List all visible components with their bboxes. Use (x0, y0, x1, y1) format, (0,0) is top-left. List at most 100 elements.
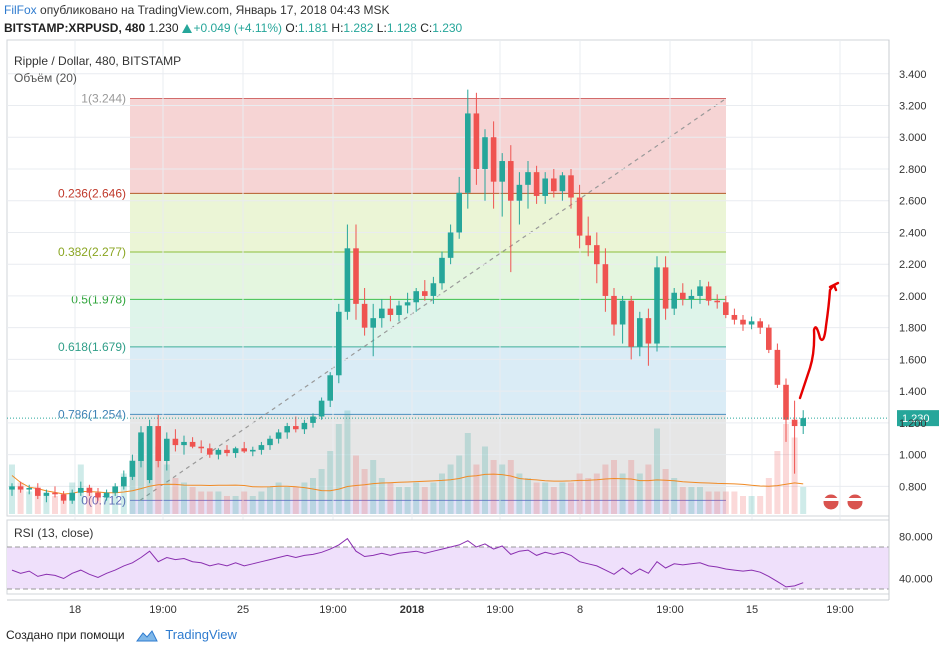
time-tick-label: 18 (69, 604, 81, 616)
volume-bar (516, 473, 523, 514)
time-tick-label: 19:00 (319, 604, 347, 616)
volume-bar (17, 482, 24, 514)
volume-bar (490, 460, 497, 514)
volume-bar (714, 491, 721, 514)
volume-bar (232, 496, 239, 514)
fibonacci-retracement[interactable]: 1(3.244) 0.236(2.646) 0.382(2.277) 0.5(1.97… (58, 92, 727, 514)
volume-bar (662, 469, 669, 514)
volume-bar (688, 487, 695, 514)
candle-body (69, 492, 75, 501)
candle-body (121, 476, 127, 487)
volume-bar (172, 478, 179, 514)
candle-body (482, 137, 488, 169)
price-tick-label: 1.000 (899, 450, 927, 462)
candle-body (396, 305, 402, 315)
volume-bar (387, 482, 394, 514)
candle-body (800, 418, 806, 427)
candle-body (267, 438, 273, 446)
tradingview-brand-link[interactable]: TradingView (165, 627, 237, 642)
candle-body (353, 248, 359, 304)
volume-bar (800, 487, 807, 514)
volume-ma-line (11, 473, 804, 495)
candlestick-series (9, 89, 806, 504)
volume-bar (550, 487, 557, 514)
candle-body (447, 232, 454, 258)
candle-body (112, 486, 118, 493)
volume-bar (378, 478, 385, 514)
candle-body (568, 175, 574, 198)
candle-body (301, 422, 308, 430)
volume-bar (636, 473, 643, 514)
candle-body (611, 295, 617, 325)
volume-bar (645, 464, 652, 514)
volume-bar (499, 464, 506, 514)
candle-body (473, 113, 480, 169)
candle-body (60, 494, 67, 501)
candle-body (697, 286, 703, 296)
candle-body (26, 487, 32, 490)
volume-bar (705, 491, 712, 514)
high-value: 1.282 (343, 21, 374, 35)
volume-bar (628, 460, 635, 514)
time-tick-label: 19:00 (826, 604, 854, 616)
volume-bar (301, 482, 308, 514)
volume-bar (215, 491, 222, 514)
volume-bar (447, 464, 454, 514)
candle-body (146, 426, 153, 481)
volume-bar (267, 487, 273, 514)
candle-body (662, 267, 669, 309)
candle-body (404, 302, 411, 306)
time-axis[interactable]: 18 19:00 25 19:00 2018 19:00 8 19:00 15 19:00 (7, 599, 889, 616)
candle-body (361, 303, 368, 328)
volume-bar (525, 478, 531, 514)
tradingview-logo-icon (135, 629, 158, 642)
volume-bar (335, 424, 342, 514)
last-price-label: 1.230 (902, 413, 930, 425)
candle-body (344, 248, 351, 312)
candle-body (766, 327, 772, 350)
chart-overlays: 1.230 (7, 281, 939, 511)
price-tick-label: 2.200 (899, 259, 927, 271)
volume-bar (740, 496, 746, 514)
volume-bar (112, 487, 119, 514)
volume-bar (129, 460, 136, 514)
volume-bar (430, 482, 437, 514)
candle-body (215, 449, 222, 455)
volume-bar (507, 460, 514, 514)
volume-bar (95, 491, 101, 514)
volume-bar (791, 437, 798, 514)
candle-body (791, 419, 798, 427)
volume-bar (189, 487, 196, 514)
price-axis[interactable]: 3.400 3.200 3.000 2.800 2.600 2.400 2.200 2.000… (888, 40, 927, 600)
candle-body (525, 172, 531, 185)
volume-bar (241, 491, 248, 514)
volume-bar (473, 464, 480, 514)
publisher-link[interactable]: FilFox (4, 3, 37, 17)
volume-bar (103, 496, 110, 514)
candle-body (465, 113, 471, 193)
candle-body (250, 449, 256, 452)
candle-body (86, 487, 93, 493)
price-tick-label: 1.800 (899, 323, 927, 335)
volume-bar (783, 424, 789, 514)
fib-zone (130, 193, 726, 252)
candle-body (78, 487, 84, 493)
candle-body (9, 486, 15, 490)
candle-body (310, 416, 316, 423)
volume-bar (138, 442, 144, 514)
time-tick-label: 8 (577, 604, 583, 616)
fib-level-label: 1(3.244) (81, 92, 126, 106)
volume-bar (671, 478, 678, 514)
volume-bar (731, 491, 738, 514)
volume-bar (60, 500, 67, 514)
footer: Создано при помощи TradingView (6, 627, 237, 643)
candle-body (723, 302, 729, 315)
candle-body (542, 178, 548, 196)
volume-bar (318, 469, 325, 514)
price-tick-label: 2.400 (899, 227, 927, 239)
rsi-pane: 80.000 40.000 (6, 519, 933, 595)
volume-bar (568, 482, 574, 514)
candle-body (654, 267, 660, 344)
volume-bar (396, 487, 402, 514)
